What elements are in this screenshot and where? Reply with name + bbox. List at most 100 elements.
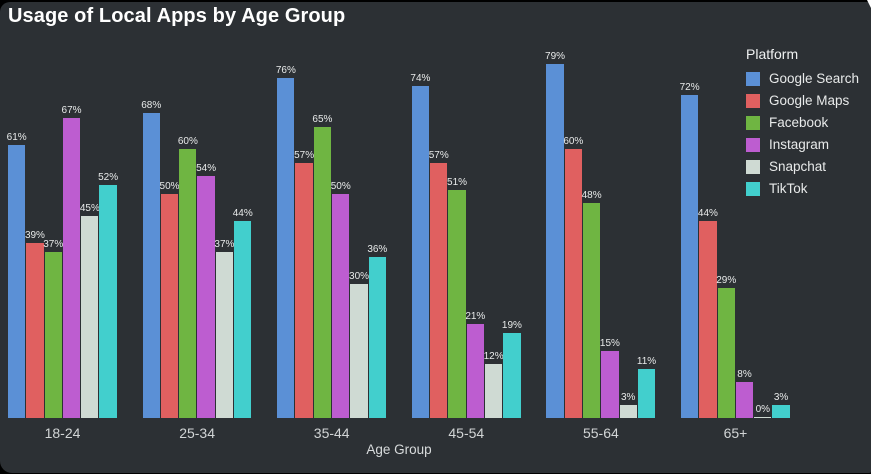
x-axis-title: Age Group bbox=[366, 442, 432, 457]
bar-value-label: 15% bbox=[599, 337, 620, 349]
bar-value-label: 11% bbox=[636, 355, 657, 367]
bar-with-label: 54% bbox=[196, 163, 216, 418]
bar-value-label: 57% bbox=[294, 149, 315, 161]
bar bbox=[546, 64, 564, 418]
x-tick-label: 65+ bbox=[723, 425, 748, 441]
legend-item: Facebook bbox=[746, 115, 866, 130]
bar-with-label: 19% bbox=[501, 319, 522, 418]
bar-group: 74% 57% 51% 21% 12% 19% 45-54 bbox=[410, 73, 522, 441]
x-tick-label: 35-44 bbox=[313, 425, 350, 441]
bar-value-label: 68% bbox=[141, 100, 162, 112]
bar-value-label: 12% bbox=[483, 351, 504, 363]
legend-label: Google Search bbox=[769, 71, 860, 86]
legend-swatch-icon bbox=[746, 181, 760, 196]
bar-value-label: 3% bbox=[773, 391, 789, 403]
bar-value-label: 44% bbox=[232, 207, 253, 219]
bar-value-label: 19% bbox=[501, 319, 522, 331]
bar-with-label: 3% bbox=[772, 391, 790, 418]
bar-with-label: 74% bbox=[410, 73, 430, 418]
bar-cluster: 79% 60% 48% 15% 3% 11% bbox=[545, 51, 657, 418]
bar-with-label: 57% bbox=[428, 149, 449, 418]
bar-with-label: 67% bbox=[62, 105, 82, 418]
bar bbox=[277, 77, 295, 418]
bar bbox=[99, 185, 117, 418]
plot-area: 61% 39% 37% 67% 45% 52% 18-24 68% 50% 60% 54% 37% 44… bbox=[7, 51, 790, 441]
bar bbox=[197, 176, 215, 418]
bar-value-label: 37% bbox=[43, 239, 64, 251]
bar bbox=[503, 332, 521, 418]
bar-group: 79% 60% 48% 15% 3% 11% 55-64 bbox=[545, 51, 657, 441]
bar bbox=[295, 162, 313, 418]
bar-value-label: 79% bbox=[545, 51, 566, 63]
bar-with-label: 15% bbox=[599, 337, 620, 418]
bar-with-label: 39% bbox=[25, 230, 45, 418]
bar-cluster: 61% 39% 37% 67% 45% 52% bbox=[7, 105, 118, 418]
bar-with-label: 72% bbox=[679, 82, 700, 418]
bar-cluster: 68% 50% 60% 54% 37% 44% bbox=[141, 100, 253, 418]
bar bbox=[564, 149, 582, 418]
bar-value-label: 21% bbox=[465, 310, 486, 322]
legend-label: Instagram bbox=[769, 137, 830, 152]
legend-swatch-icon bbox=[746, 137, 760, 152]
legend-item: Instagram bbox=[746, 137, 866, 152]
bar-group: 68% 50% 60% 54% 37% 44% 25-34 bbox=[141, 100, 253, 441]
bar-with-label: 44% bbox=[698, 208, 718, 418]
bar bbox=[81, 216, 99, 418]
x-tick-label: 25-34 bbox=[179, 425, 215, 441]
legend-item: Snapchat bbox=[746, 159, 866, 174]
bar-with-label: 44% bbox=[232, 207, 253, 418]
bar bbox=[601, 350, 619, 418]
bar bbox=[313, 126, 332, 418]
bar-with-label: 52% bbox=[98, 172, 118, 418]
bar bbox=[484, 364, 503, 418]
bar-with-label: 0% bbox=[754, 403, 772, 418]
bar-with-label: 60% bbox=[178, 136, 198, 418]
bar-value-label: 3% bbox=[620, 391, 636, 403]
bar bbox=[637, 368, 656, 418]
bar bbox=[582, 202, 601, 418]
legend-item: TikTok bbox=[746, 181, 866, 196]
bar bbox=[26, 243, 44, 418]
legend-items: Google Search Google Maps Facebook Instagra… bbox=[746, 71, 866, 196]
x-tick-label: 55-64 bbox=[582, 425, 619, 441]
bar-with-label: 37% bbox=[43, 239, 64, 418]
bar-with-label: 8% bbox=[735, 369, 754, 418]
bar-value-label: 76% bbox=[275, 64, 296, 76]
bar-value-label: 57% bbox=[428, 149, 449, 161]
bar bbox=[179, 149, 197, 418]
bar bbox=[332, 194, 350, 418]
bar-with-label: 68% bbox=[141, 100, 162, 418]
bar bbox=[215, 252, 234, 418]
bar-value-label: 50% bbox=[159, 181, 180, 192]
legend-label: Snapchat bbox=[769, 159, 827, 174]
bar bbox=[619, 404, 637, 418]
bar-group: 76% 57% 65% 50% 30% 36% 35-44 bbox=[275, 64, 388, 441]
bar-with-label: 79% bbox=[545, 51, 566, 418]
legend-swatch-icon bbox=[746, 71, 760, 86]
bar-value-label: 72% bbox=[679, 82, 700, 94]
bar bbox=[699, 220, 717, 418]
bar bbox=[466, 323, 484, 418]
legend-label: TikTok bbox=[769, 181, 808, 196]
bar-with-label: 61% bbox=[7, 132, 27, 418]
bar-value-label: 51% bbox=[447, 176, 468, 188]
legend-item: Google Maps bbox=[746, 93, 866, 108]
bar-with-label: 60% bbox=[563, 136, 584, 418]
bar-value-label: 29% bbox=[716, 275, 737, 287]
bar-value-label: 8% bbox=[737, 369, 752, 381]
bar-with-label: 50% bbox=[159, 181, 180, 418]
bar-value-label: 0% bbox=[755, 403, 771, 415]
bar-cluster: 72% 44% 29% 8% 0% 3% bbox=[679, 82, 790, 418]
bar bbox=[430, 162, 448, 418]
legend-item: Google Search bbox=[746, 71, 866, 86]
bar bbox=[62, 117, 81, 418]
bar bbox=[142, 113, 160, 418]
bar-value-label: 60% bbox=[563, 136, 584, 148]
bar bbox=[44, 252, 62, 418]
bar bbox=[754, 416, 772, 418]
bar-value-label: 50% bbox=[330, 181, 351, 192]
bar-with-label: 57% bbox=[294, 149, 315, 418]
legend-swatch-icon bbox=[746, 115, 760, 130]
bar-with-label: 48% bbox=[582, 190, 602, 418]
